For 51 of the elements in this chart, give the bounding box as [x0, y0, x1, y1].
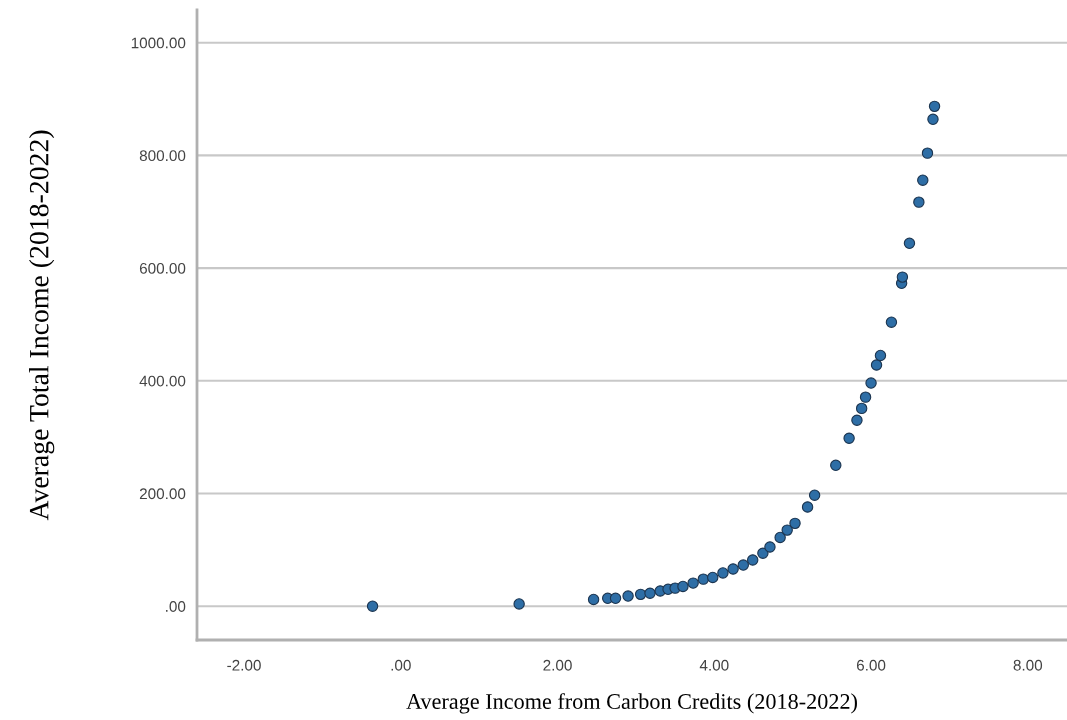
y-tick-label: 800.00: [139, 150, 186, 162]
point: [921, 147, 934, 159]
y-tick-label: .00: [166, 601, 186, 612]
point: [764, 541, 776, 553]
point: [801, 501, 814, 513]
point: [851, 414, 863, 426]
y-tick-label: 600.00: [139, 262, 186, 274]
point: [737, 559, 750, 571]
x-tick-label: 8.00: [1013, 659, 1043, 671]
point: [913, 196, 925, 208]
point: [366, 600, 379, 612]
point: [789, 517, 801, 530]
point: [717, 567, 729, 579]
point: [677, 580, 689, 593]
point: [903, 237, 916, 249]
point: [830, 459, 842, 472]
y-tick-label: 200.00: [139, 488, 186, 500]
y-axis-title: Average Total Income (2018-2022): [29, 130, 55, 521]
point: [587, 593, 600, 606]
point: [609, 592, 622, 605]
point: [644, 587, 656, 599]
point: [896, 271, 909, 283]
point: [859, 391, 872, 403]
x-tick-label: 4.00: [699, 659, 729, 671]
point: [874, 349, 887, 362]
point: [622, 590, 634, 602]
point: [746, 554, 759, 566]
point: [917, 174, 929, 186]
x-tick-label: 6.00: [856, 659, 886, 671]
point: [707, 571, 719, 584]
x-tick-label: 2.00: [543, 659, 572, 671]
point: [513, 598, 525, 610]
point: [757, 547, 769, 559]
point: [774, 531, 786, 544]
x-tick-label: .00: [391, 659, 411, 671]
point: [927, 113, 939, 126]
point: [687, 577, 699, 589]
x-axis-title: Average Income from Carbon Credits (2018-2022): [406, 693, 857, 714]
point: [885, 316, 898, 328]
y-tick-label: 1000.00: [131, 37, 186, 49]
point: [808, 489, 821, 501]
point: [855, 402, 868, 415]
point: [870, 359, 883, 371]
point: [928, 100, 941, 113]
point: [865, 377, 877, 389]
point: [727, 563, 739, 575]
point: [843, 432, 855, 444]
point: [781, 524, 793, 536]
point: [634, 588, 647, 601]
x-tick-label: -2.00: [227, 659, 261, 671]
y-tick-label: 400.00: [139, 375, 186, 387]
